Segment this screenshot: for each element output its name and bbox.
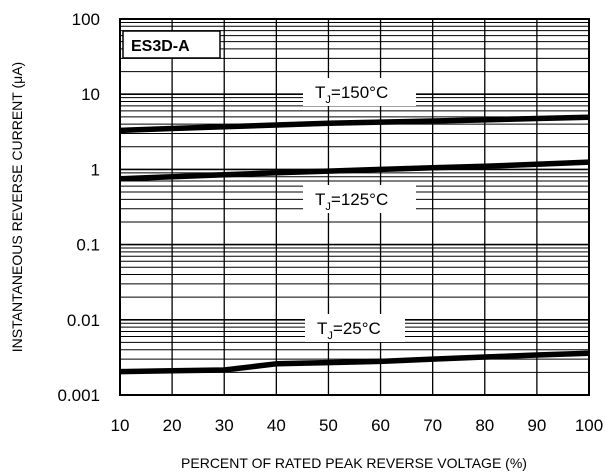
series-label-0: TJ=150°C xyxy=(315,83,388,106)
y-tick-label: 0.01 xyxy=(67,311,100,330)
y-tick-labels: 0.001 0.01 0.1 1 10 100 xyxy=(57,10,100,405)
x-tick-label: 70 xyxy=(423,416,442,435)
x-tick-label: 100 xyxy=(575,416,603,435)
series-lines xyxy=(119,114,590,375)
y-axis-title: INSTANTANEOUS REVERSE CURRENT (μA) xyxy=(9,62,25,352)
x-tick-label: 30 xyxy=(215,416,234,435)
x-tick-label: 60 xyxy=(371,416,390,435)
x-tick-label: 90 xyxy=(527,416,546,435)
x-tick-label: 50 xyxy=(319,416,338,435)
x-tick-label: 10 xyxy=(111,416,130,435)
series-line-2 xyxy=(119,350,590,375)
series-label-1: TJ=125°C xyxy=(315,190,388,213)
series-labels: TJ=150°C TJ=125°C TJ=25°C xyxy=(303,78,416,342)
series-label-box-1 xyxy=(303,185,416,213)
series-label-box-2 xyxy=(305,314,405,342)
series-label-box-0 xyxy=(303,78,416,106)
y-tick-label: 0.001 xyxy=(57,386,100,405)
plot-frame xyxy=(119,18,590,396)
y-tick-label: 10 xyxy=(81,85,100,104)
y-tick-label: 0.1 xyxy=(76,236,100,255)
y-tick-label: 100 xyxy=(72,10,100,29)
device-label: ES3D-A xyxy=(131,38,190,55)
series-line-0 xyxy=(119,114,590,134)
x-tick-label: 20 xyxy=(163,416,182,435)
x-tick-labels: 10 20 30 40 50 60 70 80 90 100 xyxy=(111,416,604,435)
x-axis-title: PERCENT OF RATED PEAK REVERSE VOLTAGE (%… xyxy=(181,455,527,471)
series-label-2: TJ=25°C xyxy=(317,319,381,342)
device-label-box xyxy=(122,30,221,59)
x-tick-label: 40 xyxy=(267,416,286,435)
y-tick-label: 1 xyxy=(91,160,100,179)
series-line-1 xyxy=(119,159,590,182)
x-tick-label: 80 xyxy=(475,416,494,435)
